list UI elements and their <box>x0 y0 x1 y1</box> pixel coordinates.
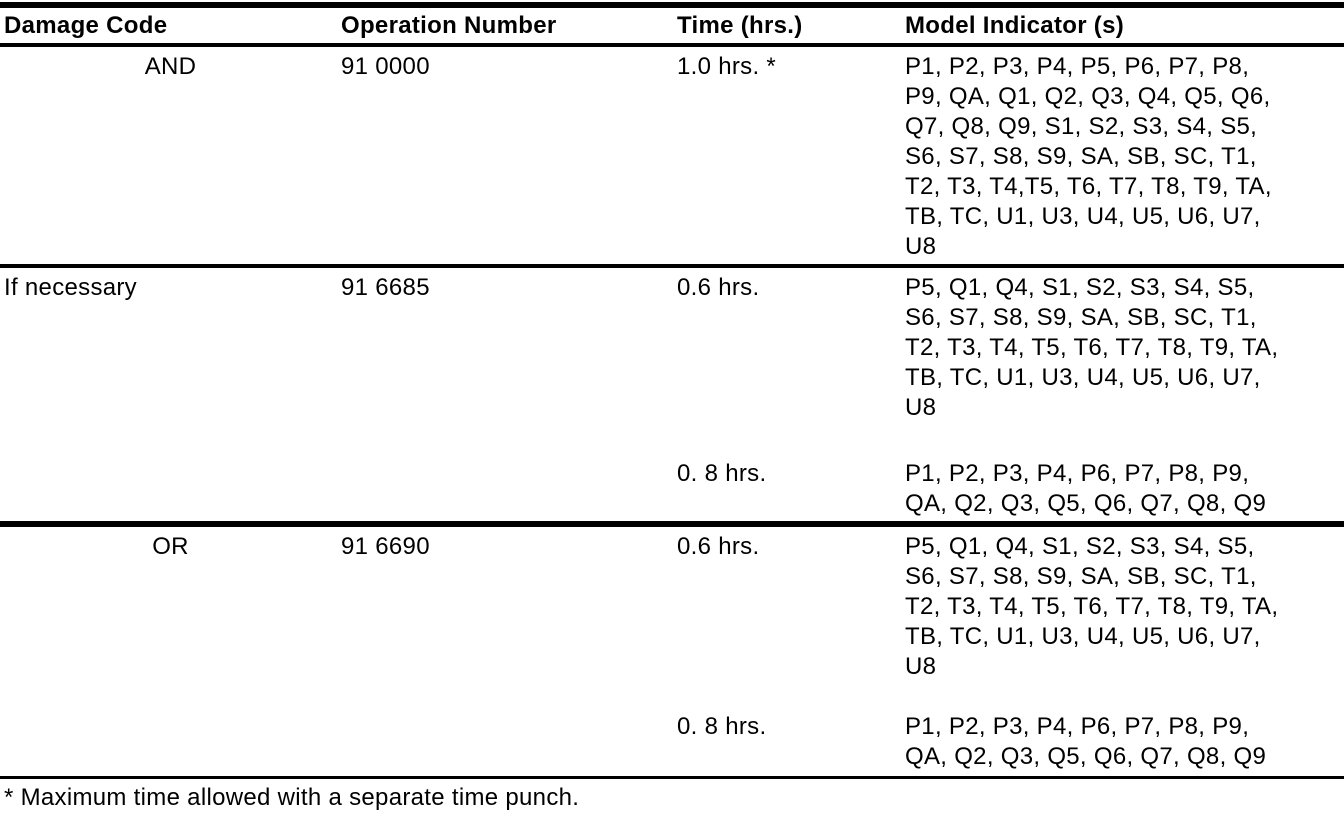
model-indicator-cell: P1, P2, P3, P4, P6, P7, P8, P9, QA, Q2, … <box>905 460 1267 517</box>
table-row: AND 91 0000 1.0 hrs. * P1, P2, P3, P4, P… <box>0 47 1344 268</box>
damage-code-cell: If necessary <box>4 274 137 301</box>
time-cell: 1.0 hrs. * <box>677 53 777 80</box>
header-model-indicator: Model Indicator (s) <box>905 12 1125 39</box>
header-operation-number: Operation Number <box>341 12 557 39</box>
time-cell: 0. 8 hrs. <box>677 713 767 740</box>
time-cell: 0.6 hrs. <box>677 274 760 301</box>
model-indicator-cell: P1, P2, P3, P4, P5, P6, P7, P8, P9, QA, … <box>905 53 1272 260</box>
table-row: If necessary 91 6685 0.6 hrs. P5, Q1, Q4… <box>0 268 1344 527</box>
table-row: OR 91 6690 0.6 hrs. P5, Q1, Q4, S1, S2, … <box>0 527 1344 779</box>
table-footnote: * Maximum time allowed with a separate t… <box>4 784 580 811</box>
model-indicator-cell: P5, Q1, Q4, S1, S2, S3, S4, S5, S6, S7, … <box>905 274 1279 421</box>
operation-number-cell: 91 0000 <box>341 53 430 80</box>
damage-code-cell: OR <box>152 533 189 560</box>
model-indicator-cell: P1, P2, P3, P4, P6, P7, P8, P9, QA, Q2, … <box>905 713 1267 770</box>
operation-number-cell: 91 6685 <box>341 274 430 301</box>
header-damage-code: Damage Code <box>4 12 168 39</box>
time-cell: 0. 8 hrs. <box>677 460 767 487</box>
model-indicator-cell: P5, Q1, Q4, S1, S2, S3, S4, S5, S6, S7, … <box>905 533 1279 680</box>
table-header-row: Damage Code Operation Number Time (hrs.)… <box>0 8 1344 47</box>
damage-code-cell: AND <box>144 53 197 80</box>
header-time: Time (hrs.) <box>677 12 803 39</box>
time-cell: 0.6 hrs. <box>677 533 760 560</box>
operation-number-cell: 91 6690 <box>341 533 430 560</box>
